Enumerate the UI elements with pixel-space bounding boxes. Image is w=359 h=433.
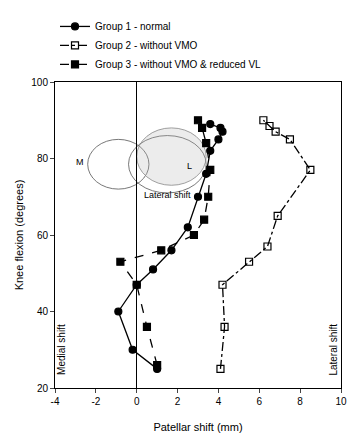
svg-text:0: 0 xyxy=(134,396,140,407)
svg-text:Group 1 - normal: Group 1 - normal xyxy=(95,21,171,32)
svg-text:40: 40 xyxy=(37,306,49,317)
svg-text:10: 10 xyxy=(335,396,347,407)
svg-text:100: 100 xyxy=(31,77,48,88)
svg-text:6: 6 xyxy=(257,396,263,407)
svg-text:60: 60 xyxy=(37,230,49,241)
svg-text:2: 2 xyxy=(175,396,181,407)
svg-text:-2: -2 xyxy=(91,396,100,407)
svg-text:-4: -4 xyxy=(51,396,60,407)
svg-text:M: M xyxy=(76,157,84,167)
svg-text:L: L xyxy=(187,161,192,171)
svg-text:Lateral shift: Lateral shift xyxy=(328,324,339,376)
svg-text:4: 4 xyxy=(216,396,222,407)
svg-text:20: 20 xyxy=(37,383,49,394)
svg-text:Group 2 - without VMO: Group 2 - without VMO xyxy=(95,40,197,51)
svg-text:Knee flexion (degrees): Knee flexion (degrees) xyxy=(13,180,25,291)
svg-text:Medial shift: Medial shift xyxy=(56,324,67,375)
svg-text:Group 3 - without VMO & reduce: Group 3 - without VMO & reduced VL xyxy=(95,59,261,70)
svg-text:Patellar shift (mm): Patellar shift (mm) xyxy=(153,421,242,433)
svg-text:80: 80 xyxy=(37,153,49,164)
svg-text:8: 8 xyxy=(297,396,303,407)
svg-text:Lateral shift: Lateral shift xyxy=(144,190,191,200)
